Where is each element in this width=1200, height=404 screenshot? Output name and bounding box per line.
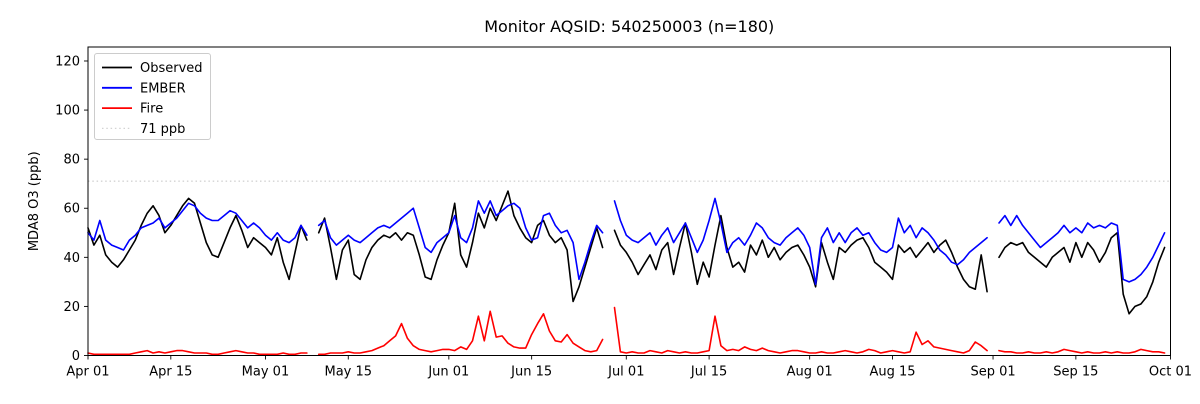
y-axis: 0 20 40 60 80 100 120 MDA8 O3 (ppb) [27, 54, 88, 364]
x-tick-label: Sep 01 [970, 365, 1015, 380]
legend-label: Fire [140, 102, 163, 117]
x-tick-label: Sep 15 [1053, 365, 1098, 380]
x-tick-label: Jul 01 [607, 365, 644, 380]
y-axis-title: MDA8 O3 (ppb) [27, 151, 42, 251]
legend-label: 71 ppb [140, 122, 185, 137]
legend-label: Observed [140, 61, 203, 76]
chart-title: Monitor AQSID: 540250003 (n=180) [484, 17, 774, 36]
x-tick-label: Apr 01 [66, 365, 109, 380]
legend: Observed EMBER Fire 71 ppb [94, 53, 211, 140]
y-tick-label: 120 [55, 54, 80, 69]
y-tick-label: 100 [55, 104, 80, 119]
plot-border [87, 46, 1171, 356]
x-tick-label: Apr 15 [149, 365, 192, 380]
x-tick-label: Aug 01 [787, 365, 833, 380]
x-tick-label: Jun 15 [510, 365, 552, 380]
y-tick-label: 60 [63, 202, 80, 217]
legend-label: EMBER [140, 81, 186, 96]
x-tick-label: Jul 15 [690, 365, 727, 380]
y-tick-label: 0 [72, 349, 80, 364]
x-tick-label: May 15 [324, 365, 372, 380]
y-tick-label: 20 [63, 300, 80, 315]
legend-box [94, 53, 211, 140]
x-tick-label: Oct 01 [1149, 365, 1192, 380]
series-lines [87, 190, 1166, 356]
x-tick-label: Jun 01 [427, 365, 469, 380]
y-tick-label: 40 [63, 251, 80, 266]
series-fire-line [87, 306, 1166, 356]
x-axis: Apr 01 Apr 15 May 01 May 15 Jun 01 Jun 15 Jul … [66, 355, 1192, 380]
x-tick-label: Aug 15 [869, 365, 915, 380]
series-ember-line [87, 197, 1166, 286]
x-tick-label: May 01 [242, 365, 290, 380]
y-tick-label: 80 [63, 153, 80, 168]
series-observed-line [87, 190, 1166, 315]
